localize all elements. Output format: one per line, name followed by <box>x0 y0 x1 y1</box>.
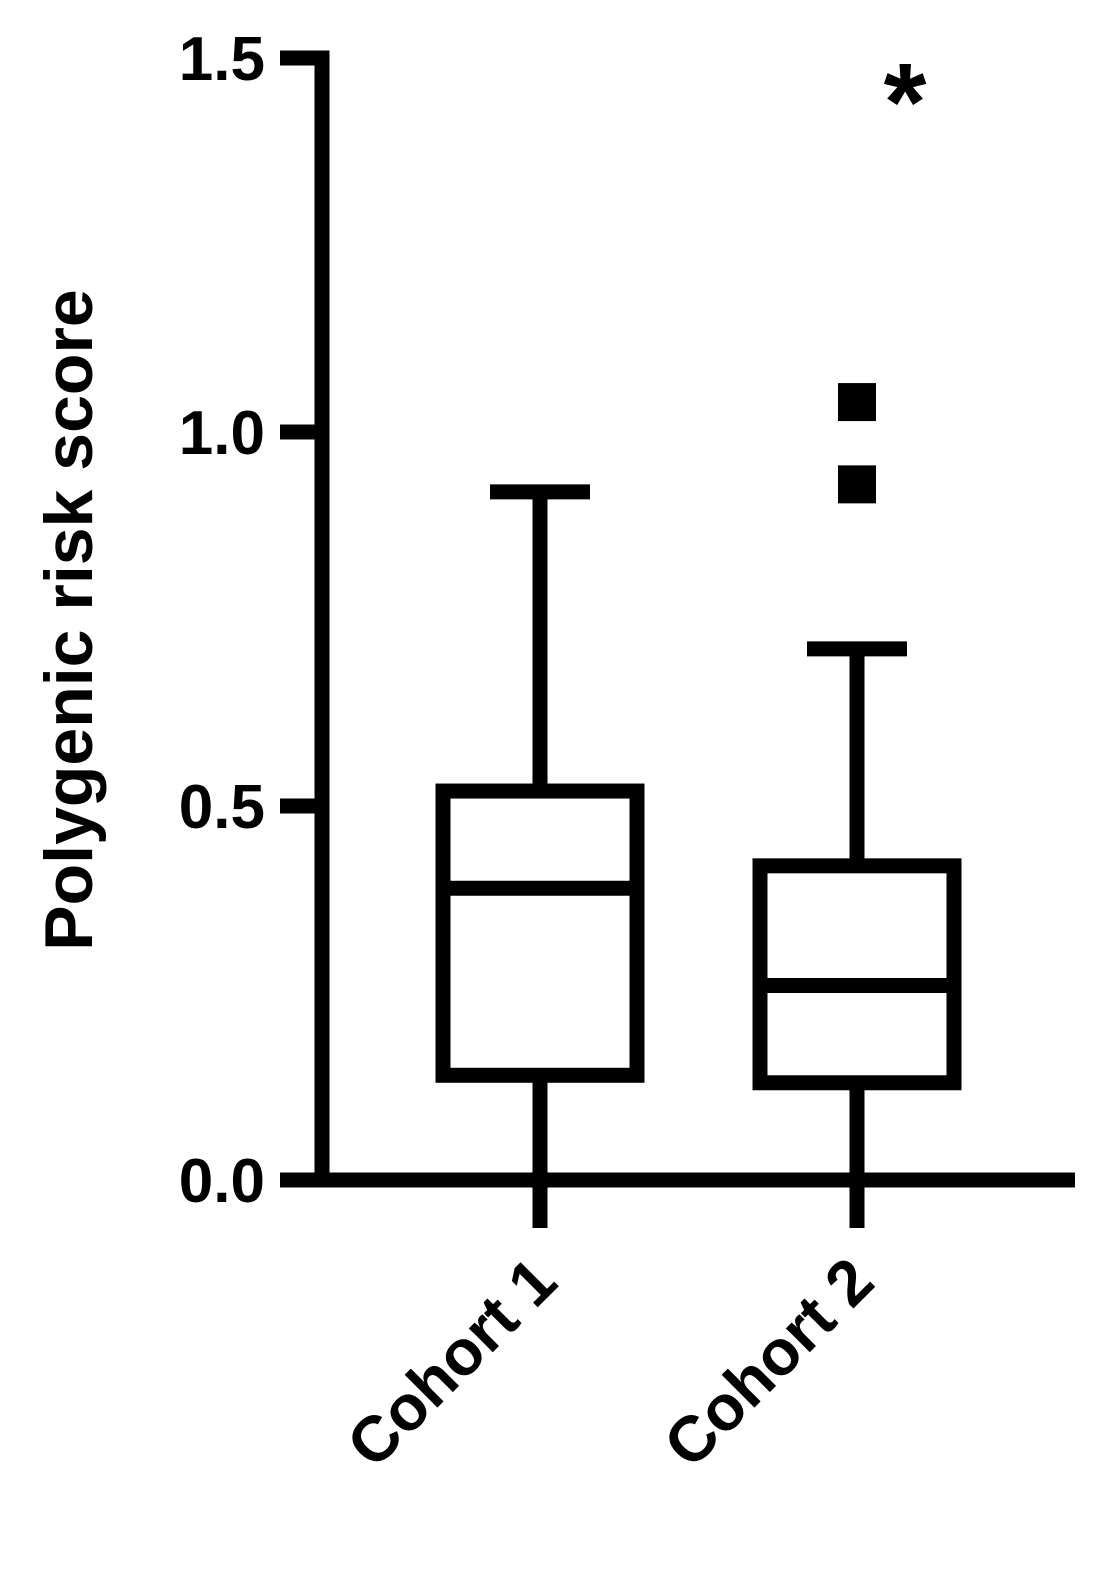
box <box>435 783 645 1083</box>
outlier <box>838 383 876 422</box>
y-tick-label: 0.5 <box>179 773 265 842</box>
box <box>752 858 962 1091</box>
y-tick-label: 0.0 <box>179 1147 265 1216</box>
y-axis-label: Polygenic risk score <box>31 289 107 950</box>
annotation: * <box>884 41 927 164</box>
y-tick-label: 1.0 <box>179 399 265 468</box>
x-tick-label: Cohort 1 <box>333 1244 570 1481</box>
outlier <box>838 465 876 504</box>
x-tick-label: Cohort 2 <box>650 1244 887 1481</box>
y-tick-label: 1.5 <box>179 25 265 94</box>
